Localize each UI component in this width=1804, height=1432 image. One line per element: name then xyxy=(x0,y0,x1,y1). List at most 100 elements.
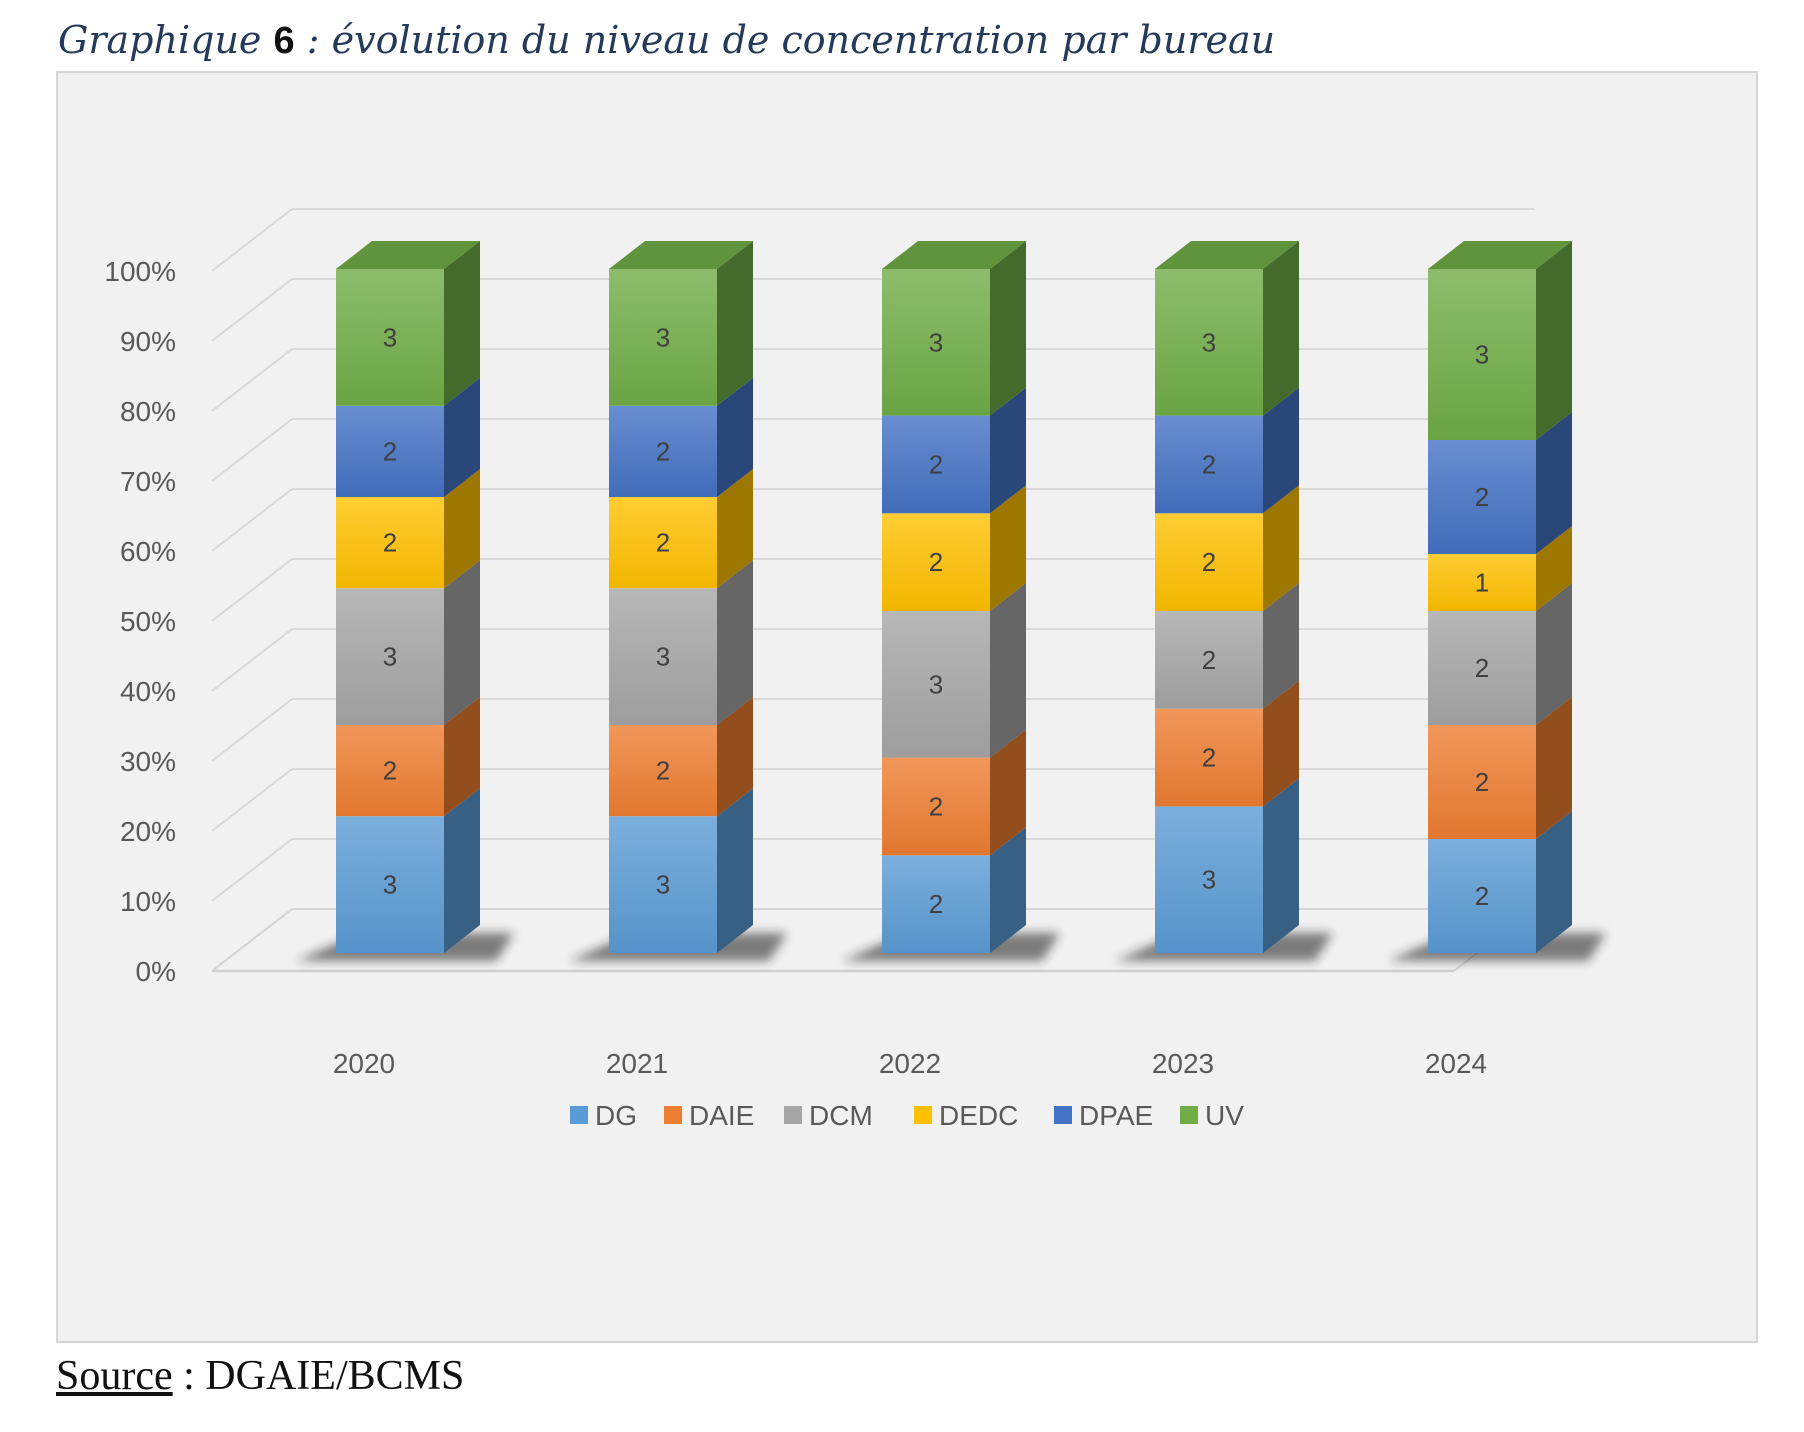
legend-label: DCM xyxy=(809,1100,873,1131)
legend-swatch xyxy=(1054,1106,1072,1124)
bar-side-dedc-2023 xyxy=(1263,485,1299,611)
bar-dpae-2022 xyxy=(882,415,990,514)
data-label-uv-2024: 3 xyxy=(1475,340,1489,370)
bar-daie-2020 xyxy=(336,725,444,817)
bar-group-2022: 2 2 3 2 2 3 2022 xyxy=(842,241,1060,1079)
x-tick-label: 2020 xyxy=(333,1048,395,1079)
data-label-dpae-2020: 2 xyxy=(383,436,397,466)
data-label-daie-2020: 2 xyxy=(383,756,397,786)
data-label-dedc-2020: 2 xyxy=(383,528,397,558)
y-tick-label: 60% xyxy=(120,536,176,567)
data-label-daie-2021: 2 xyxy=(656,756,670,786)
title-rest: : évolution du niveau de concentration p… xyxy=(294,18,1276,62)
data-label-daie-2022: 2 xyxy=(929,791,943,821)
data-label-dg-2021: 3 xyxy=(656,870,670,900)
bar-daie-2022 xyxy=(882,757,990,856)
data-label-dg-2020: 3 xyxy=(383,870,397,900)
bar-side-uv-2024 xyxy=(1536,241,1572,440)
bar-dcm-2024 xyxy=(1428,611,1536,725)
bar-side-dg-2022 xyxy=(990,827,1026,953)
data-label-uv-2022: 3 xyxy=(929,327,943,357)
gridline-diagonal xyxy=(211,278,293,342)
x-tick-label: 2021 xyxy=(606,1048,668,1079)
bar-side-daie-2020 xyxy=(444,697,480,817)
gridline-diagonal xyxy=(211,838,293,902)
y-tick-label: 100% xyxy=(104,256,176,287)
bar-dcm-2023 xyxy=(1155,611,1263,709)
bar-dcm-2021 xyxy=(609,588,717,725)
bar-side-daie-2021 xyxy=(717,697,753,817)
legend: DG DAIE DCM DEDC DPAE UV xyxy=(570,1100,1244,1131)
legend-swatch xyxy=(570,1106,588,1124)
data-label-dg-2022: 2 xyxy=(929,889,943,919)
source-label: Source xyxy=(56,1353,173,1399)
chart-title: Graphique 6 : évolution du niveau de con… xyxy=(58,18,1275,63)
bar-dcm-2022 xyxy=(882,611,990,758)
data-label-dcm-2020: 3 xyxy=(383,642,397,672)
bar-top-2024 xyxy=(1428,241,1572,269)
data-label-dg-2023: 3 xyxy=(1202,865,1216,895)
bar-group-2020: 3 2 3 2 2 3 2020 xyxy=(296,241,514,1079)
data-label-dpae-2021: 2 xyxy=(656,436,670,466)
x-tick-label: 2022 xyxy=(879,1048,941,1079)
bar-side-dpae-2021 xyxy=(717,377,753,497)
legend-item-dedc: DEDC xyxy=(914,1100,1018,1131)
y-tick-label: 50% xyxy=(120,606,176,637)
legend-swatch xyxy=(784,1106,802,1124)
bar-daie-2021 xyxy=(609,725,717,817)
bar-side-daie-2024 xyxy=(1536,697,1572,839)
legend-item-dpae: DPAE xyxy=(1054,1100,1153,1131)
data-label-dg-2024: 2 xyxy=(1475,881,1489,911)
bar-side-dg-2020 xyxy=(444,788,480,953)
data-label-dpae-2024: 2 xyxy=(1475,482,1489,512)
y-axis-ticks: 0% 10% 20% 30% 40% 50% 60% 70% 80% 90% 100% xyxy=(104,256,176,987)
bar-uv-2022 xyxy=(882,269,990,416)
data-label-dedc-2022: 2 xyxy=(929,547,943,577)
data-label-uv-2023: 3 xyxy=(1202,327,1216,357)
bar-side-dedc-2022 xyxy=(990,485,1026,611)
bar-dpae-2020 xyxy=(336,405,444,497)
bar-dg-2020 xyxy=(336,816,444,953)
bar-uv-2020 xyxy=(336,269,444,406)
y-tick-label: 20% xyxy=(120,816,176,847)
data-label-dedc-2024: 1 xyxy=(1475,568,1489,598)
bar-dg-2024 xyxy=(1428,839,1536,953)
legend-item-daie: DAIE xyxy=(664,1100,754,1131)
legend-label: DEDC xyxy=(939,1100,1018,1131)
title-number: 6 xyxy=(273,20,295,62)
y-tick-label: 10% xyxy=(120,886,176,917)
bar-side-dcm-2021 xyxy=(717,560,753,725)
bar-dedc-2024 xyxy=(1428,554,1536,611)
bar-side-daie-2023 xyxy=(1263,680,1299,807)
data-label-dedc-2021: 2 xyxy=(656,528,670,558)
bar-side-dcm-2020 xyxy=(444,560,480,725)
gridline-diagonal xyxy=(211,698,293,762)
bar-side-dedc-2020 xyxy=(444,469,480,589)
bar-side-dpae-2020 xyxy=(444,377,480,497)
data-label-dcm-2023: 2 xyxy=(1202,645,1216,675)
stacked-bar-chart: 0%10%20%30%40%50%60%70%80%90%100%3232232… xyxy=(104,208,1606,1131)
bar-side-dpae-2022 xyxy=(990,387,1026,514)
bar-side-uv-2022 xyxy=(990,241,1026,416)
bar-dpae-2024 xyxy=(1428,440,1536,554)
bar-side-uv-2021 xyxy=(717,241,753,406)
bar-side-uv-2023 xyxy=(1263,241,1299,416)
data-label-uv-2021: 3 xyxy=(656,322,670,352)
source-note: Source : DGAIE/BCMS xyxy=(56,1352,464,1400)
gridline-diagonal xyxy=(211,628,293,692)
gridline-diagonal xyxy=(211,208,293,272)
bar-top-2021 xyxy=(609,241,753,269)
gridline-diagonal xyxy=(211,558,293,622)
bar-side-dg-2021 xyxy=(717,788,753,953)
legend-label: DG xyxy=(595,1100,637,1131)
y-tick-label: 90% xyxy=(120,326,176,357)
data-label-dcm-2021: 3 xyxy=(656,642,670,672)
bar-group-2021: 3 2 3 2 2 3 2021 xyxy=(569,241,787,1079)
legend-label: DAIE xyxy=(689,1100,754,1131)
floor-edge-left xyxy=(211,908,293,972)
bar-side-dcm-2024 xyxy=(1536,583,1572,725)
legend-label: UV xyxy=(1205,1100,1244,1131)
bar-group-2024: 2 2 2 1 2 3 2024 xyxy=(1388,241,1606,1079)
bar-side-dg-2024 xyxy=(1536,811,1572,953)
x-tick-label: 2024 xyxy=(1425,1048,1487,1079)
